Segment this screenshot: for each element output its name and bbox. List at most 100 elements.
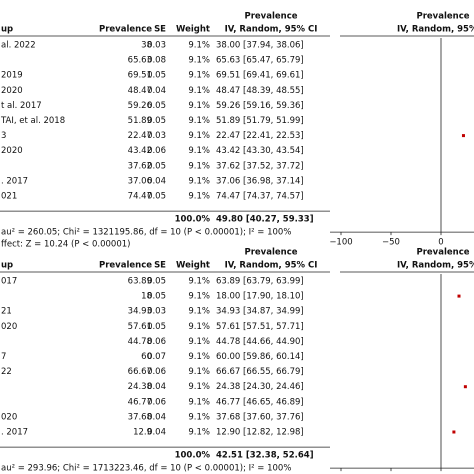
se: 0.04 bbox=[147, 176, 166, 186]
group-header: Prevalence bbox=[245, 248, 298, 258]
se: 0.05 bbox=[147, 116, 166, 126]
study-name: 020 bbox=[1, 412, 17, 422]
weight: 9.1% bbox=[188, 367, 210, 377]
column-header: IV, Random, 95% CI bbox=[225, 25, 318, 35]
study-marker bbox=[461, 134, 465, 138]
weight: 9.1% bbox=[188, 71, 210, 81]
study-name: al. 2022 bbox=[1, 41, 36, 51]
prevalence: 63.89 bbox=[128, 277, 152, 287]
ci: 24.38 [24.30, 24.46] bbox=[216, 382, 304, 392]
se: 0.04 bbox=[147, 86, 166, 96]
prevalence: 12.9 bbox=[133, 428, 152, 438]
se: 0.06 bbox=[147, 146, 166, 156]
weight: 9.1% bbox=[188, 382, 210, 392]
weight: 9.1% bbox=[188, 101, 210, 111]
study-name: TAI, et al. 2018 bbox=[0, 116, 65, 126]
column-header: IV, Random, 95% CI bbox=[225, 261, 318, 271]
total-ci: 42.51 [32.38, 52.64] bbox=[216, 451, 314, 461]
weight: 9.1% bbox=[188, 41, 210, 51]
se: 0.06 bbox=[147, 397, 166, 407]
ci: 37.68 [37.60, 37.76] bbox=[216, 412, 304, 422]
weight: 9.1% bbox=[188, 116, 210, 126]
weight: 9.1% bbox=[188, 56, 210, 66]
se: 0.04 bbox=[147, 412, 166, 422]
study-name: 21 bbox=[1, 307, 12, 317]
column-header: SE bbox=[154, 25, 166, 35]
weight: 9.1% bbox=[188, 161, 210, 171]
weight: 9.1% bbox=[188, 337, 210, 347]
ci: 44.78 [44.66, 44.90] bbox=[216, 337, 304, 347]
ci: 74.47 [74.37, 74.57] bbox=[216, 192, 304, 202]
weight: 9.1% bbox=[188, 322, 210, 332]
column-header: Prevalence bbox=[99, 25, 152, 35]
se: 0.05 bbox=[147, 292, 166, 302]
ci: 12.90 [12.82, 12.98] bbox=[216, 428, 304, 438]
study-name: 7 bbox=[1, 352, 6, 362]
prevalence: 46.77 bbox=[128, 397, 152, 407]
heterogeneity: au² = 260.05; Chi² = 1321195.86, df = 10… bbox=[1, 228, 291, 238]
total-ci: 49.80 [40.27, 59.33] bbox=[216, 215, 314, 225]
column-header: up bbox=[1, 261, 13, 271]
se: 0.07 bbox=[147, 352, 166, 362]
prevalence: 37.06 bbox=[128, 176, 152, 186]
study-name: 017 bbox=[1, 277, 17, 287]
study-name: . 2017 bbox=[1, 428, 28, 438]
se: 0.05 bbox=[147, 192, 166, 202]
prevalence: 18 bbox=[141, 292, 152, 302]
prevalence: 48.47 bbox=[128, 86, 152, 96]
column-header: Prevalence bbox=[99, 261, 152, 271]
se: 0.04 bbox=[147, 428, 166, 438]
column-header: Weight bbox=[176, 25, 210, 35]
plot-column-header: IV, Random, 95% bbox=[397, 25, 474, 35]
se: 0.06 bbox=[147, 367, 166, 377]
study-name: 2020 bbox=[1, 146, 23, 156]
x-tick-label: −100 bbox=[329, 238, 352, 248]
study-marker bbox=[457, 294, 461, 298]
ci: 48.47 [48.39, 48.55] bbox=[216, 86, 304, 96]
weight: 9.1% bbox=[188, 146, 210, 156]
ci: 38.00 [37.94, 38.06] bbox=[216, 41, 304, 51]
ci: 37.06 [36.98, 37.14] bbox=[216, 176, 304, 186]
weight: 9.1% bbox=[188, 412, 210, 422]
prevalence: 43.42 bbox=[128, 146, 152, 156]
study-name: t al. 2017 bbox=[1, 101, 42, 111]
ci: 43.42 [43.30, 43.54] bbox=[216, 146, 304, 156]
prevalence: 69.51 bbox=[128, 71, 152, 81]
weight: 9.1% bbox=[188, 86, 210, 96]
plot-group-header: Prevalence bbox=[417, 12, 470, 22]
group-header: Prevalence bbox=[245, 12, 298, 22]
column-header: Weight bbox=[176, 261, 210, 271]
se: 0.05 bbox=[147, 71, 166, 81]
weight: 9.1% bbox=[188, 307, 210, 317]
weight: 9.1% bbox=[188, 397, 210, 407]
study-name: 22 bbox=[1, 367, 12, 377]
prevalence: 37.68 bbox=[128, 412, 152, 422]
plot-group-header: Prevalence bbox=[417, 248, 470, 258]
study-name: 021 bbox=[1, 192, 17, 202]
ci: 34.93 [34.87, 34.99] bbox=[216, 307, 304, 317]
study-name: . 2017 bbox=[1, 176, 28, 186]
prevalence: 59.26 bbox=[128, 101, 152, 111]
ci: 46.77 [46.65, 46.89] bbox=[216, 397, 304, 407]
ci: 51.89 [51.79, 51.99] bbox=[216, 116, 304, 126]
se: 0.03 bbox=[147, 131, 166, 141]
ci: 18.00 [17.90, 18.10] bbox=[216, 292, 304, 302]
se: 0.04 bbox=[147, 382, 166, 392]
x-tick-label: 0 bbox=[438, 238, 443, 248]
prevalence: 74.47 bbox=[128, 192, 152, 202]
overall-effect: ffect: Z = 10.24 (P < 0.00001) bbox=[1, 240, 130, 250]
se: 0.05 bbox=[147, 101, 166, 111]
prevalence: 38 bbox=[141, 41, 152, 51]
weight: 9.1% bbox=[188, 176, 210, 186]
column-header: up bbox=[1, 25, 13, 35]
heterogeneity: au² = 293.96; Chi² = 1713223.46, df = 10… bbox=[1, 464, 291, 474]
weight: 9.1% bbox=[188, 192, 210, 202]
study-name: 2020 bbox=[1, 86, 23, 96]
ci: 65.63 [65.47, 65.79] bbox=[216, 56, 304, 66]
weight: 9.1% bbox=[188, 131, 210, 141]
prevalence: 66.67 bbox=[128, 367, 152, 377]
se: 0.06 bbox=[147, 337, 166, 347]
prevalence: 37.62 bbox=[128, 161, 152, 171]
se: 0.05 bbox=[147, 161, 166, 171]
